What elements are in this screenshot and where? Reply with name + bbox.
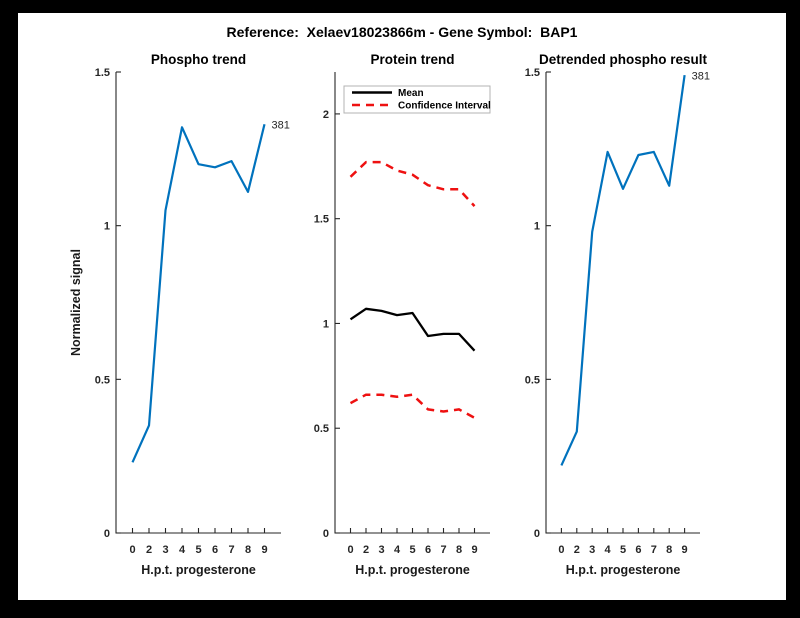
legend-box [343,85,491,114]
x-tick-label: 9 [682,544,688,556]
y-tick-label: 1.5 [314,214,329,226]
x-tick-label: 0 [129,544,135,556]
legend-label: Confidence Interval [398,101,491,112]
series-line-detrended-phospho-signal [560,74,686,466]
figure-title: Reference: Xelaev18023866m - Gene Symbol… [226,24,578,40]
axis-spines [545,72,700,534]
x-tick-label: 7 [228,544,234,556]
y-tick-label: 1 [534,221,540,233]
x-tick-label: 8 [245,544,251,556]
x-tick-label: 4 [179,544,186,556]
legend: Mean Confidence Interval [343,85,491,114]
x-tick-label: 2 [574,544,580,556]
x-tick-label: 5 [409,544,415,556]
y-tick-label: 0.5 [314,423,329,435]
y-tick-label: 0 [104,528,110,540]
x-tick-label: 5 [195,544,201,556]
x-tick-label: 7 [440,544,446,556]
y-axis-label: Normalized signal [69,249,83,356]
y-tick-label: 2 [323,109,329,121]
y-tick-label: 0 [323,528,329,540]
y-tick-label: 0 [534,528,540,540]
series-line-phospho-signal [131,123,266,463]
axis-spines [115,72,281,534]
x-tick-label: 6 [635,544,641,556]
point-annotation: 381 [272,120,290,132]
y-tick-label: 1 [104,221,110,233]
y-tick-label: 1 [323,318,329,330]
y-tick-label: 1.5 [95,67,110,79]
subplot-title: Protein trend [370,52,454,67]
series-line-confidence-interval-upper [349,160,476,207]
x-tick-label: 0 [347,544,353,556]
subplot-title: Detrended phospho result [539,52,708,67]
point-annotation: 381 [692,71,710,83]
series-line-confidence-interval-lower [349,393,476,419]
x-tick-label: 3 [589,544,595,556]
y-tick-label: 0.5 [95,374,110,386]
y-tick-label: 1.5 [525,67,540,79]
x-tick-label: 0 [558,544,564,556]
x-axis-label: H.p.t. progesterone [355,563,470,577]
legend-label: Mean [398,88,424,99]
x-tick-label: 7 [651,544,657,556]
x-tick-label: 3 [378,544,384,556]
subplot-title: Phospho trend [151,52,246,67]
x-tick-label: 4 [394,544,401,556]
x-axis-label: H.p.t. progesterone [141,563,256,577]
x-tick-label: 6 [212,544,218,556]
x-tick-label: 9 [471,544,477,556]
x-tick-label: 5 [620,544,626,556]
y-tick-label: 0.5 [525,374,540,386]
series-line-mean [349,307,476,352]
x-tick-label: 9 [261,544,267,556]
x-tick-label: 8 [456,544,462,556]
x-tick-label: 8 [666,544,672,556]
x-tick-label: 6 [425,544,431,556]
x-tick-label: 3 [162,544,168,556]
x-tick-label: 2 [146,544,152,556]
axis-spines [334,72,490,534]
x-tick-label: 2 [363,544,369,556]
x-axis-label: H.p.t. progesterone [566,563,681,577]
x-tick-label: 4 [605,544,612,556]
